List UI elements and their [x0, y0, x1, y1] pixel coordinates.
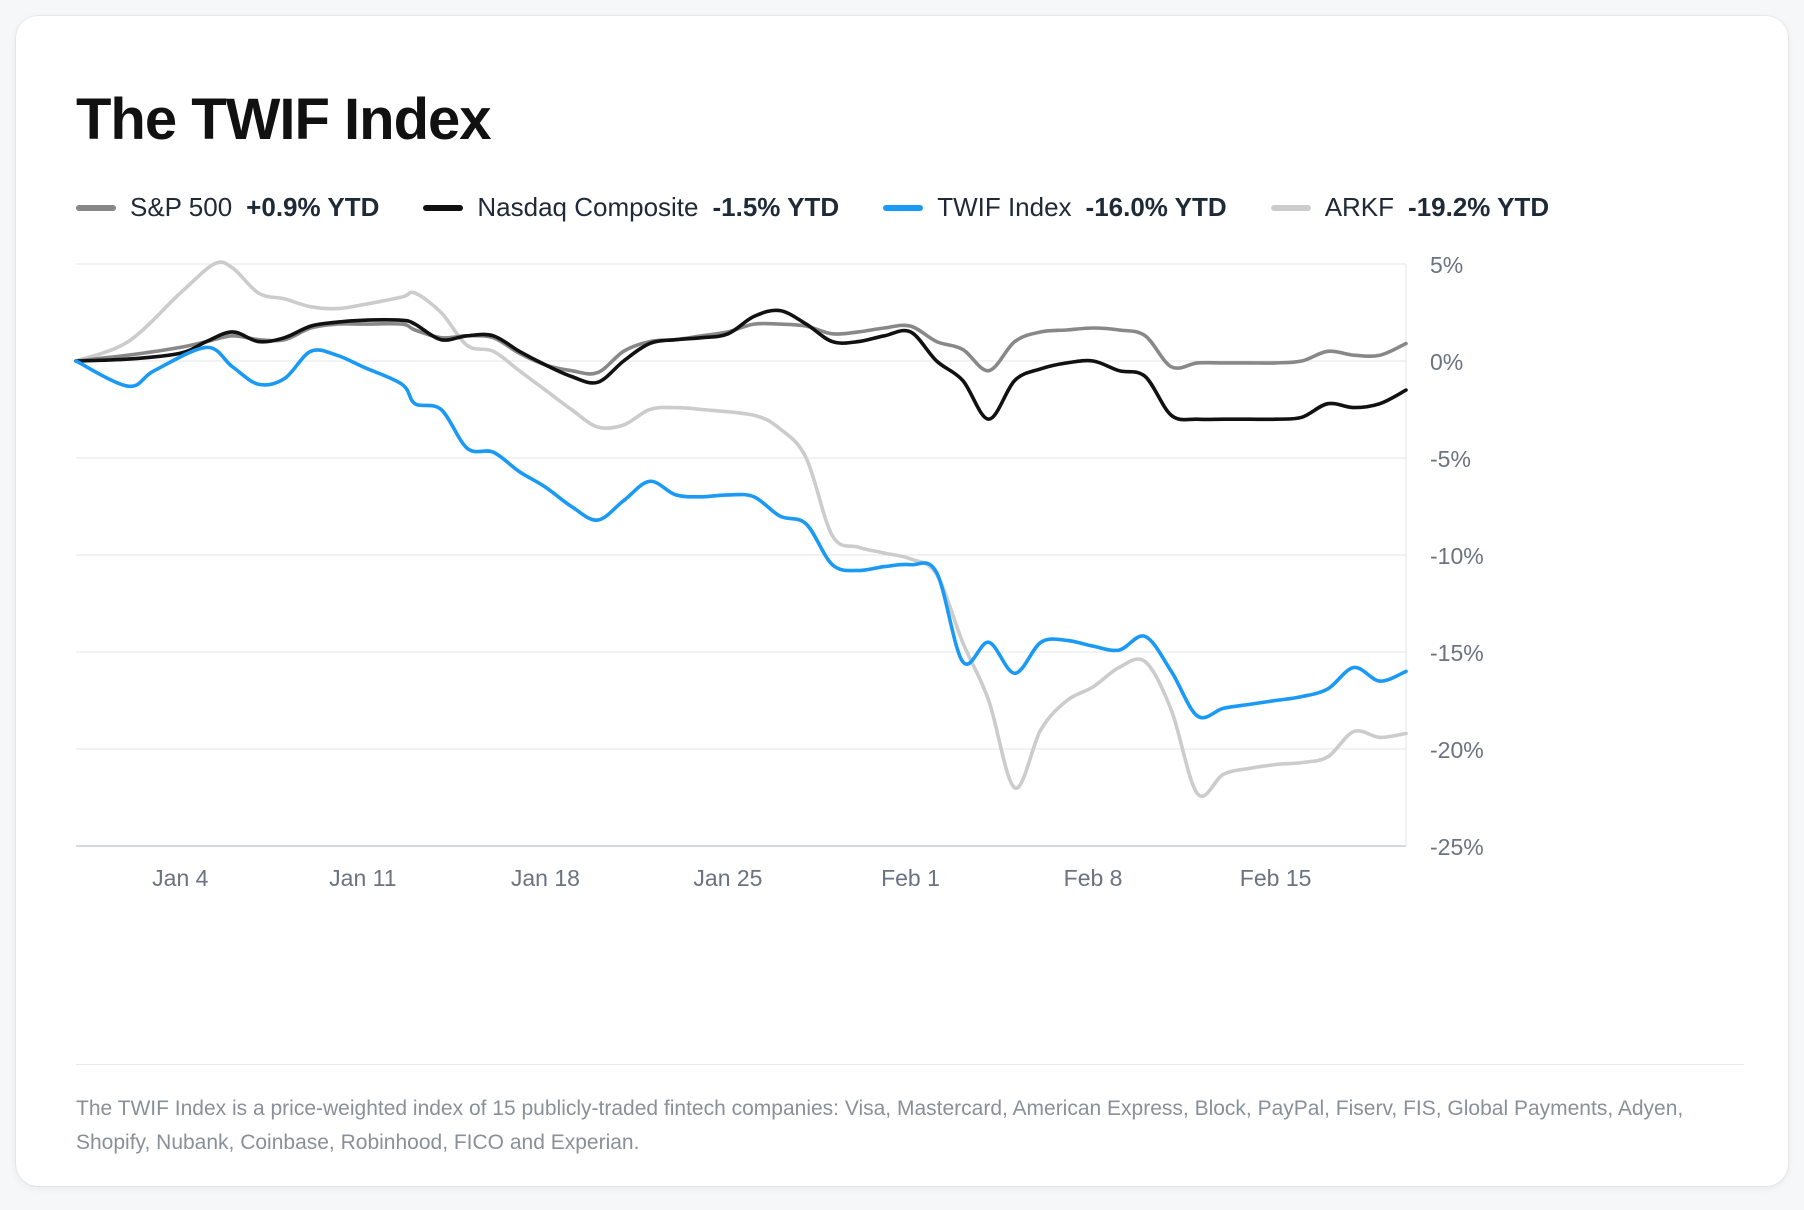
y-tick-label: -15% — [1430, 640, 1484, 666]
legend-label: TWIF Index — [937, 192, 1072, 222]
legend-item-arkf: ARKF -19.2% YTD — [1270, 192, 1550, 223]
legend-item-nasdaq: Nasdaq Composite -1.5% YTD — [423, 192, 839, 223]
series-line-nasdaq-composite — [74, 308, 1408, 422]
legend-ytd-value: -1.5% YTD — [712, 192, 840, 222]
series-line-s-p-500 — [74, 321, 1408, 376]
legend-label: ARKF — [1324, 192, 1395, 222]
legend: S&P 500 +0.9% YTD Nasdaq Composite -1.5%… — [76, 192, 1549, 223]
legend-item-sp500: S&P 500 +0.9% YTD — [76, 192, 379, 223]
x-tick-label: Feb 15 — [1240, 865, 1312, 891]
chart-title: The TWIF Index — [76, 87, 492, 152]
x-tick-label: Jan 11 — [329, 865, 396, 891]
legend-item-twif: TWIF Index -16.0% YTD — [883, 192, 1227, 223]
x-tick-label: Jan 4 — [152, 865, 208, 891]
y-tick-label: -10% — [1430, 543, 1484, 569]
x-tick-label: Feb 8 — [1064, 865, 1123, 891]
x-tick-label: Jan 18 — [511, 865, 580, 891]
y-tick-label: -20% — [1430, 737, 1484, 763]
footnote: The TWIF Index is a price-weighted index… — [76, 1097, 1684, 1154]
line-chart: 5% 0% -5% -10% -15% -20% -25% Jan 4 Jan 11 Jan 18… — [74, 252, 1484, 891]
legend-swatch — [1270, 204, 1311, 211]
y-tick-label: -5% — [1430, 446, 1471, 472]
chart-card: The TWIF Index S&P 500 +0.9% YTD Nasdaq … — [16, 16, 1788, 1186]
series-line-twif-index — [74, 345, 1408, 720]
legend-ytd-value: -19.2% YTD — [1408, 192, 1550, 222]
legend-ytd-value: +0.9% YTD — [246, 192, 380, 222]
legend-ytd-value: -16.0% YTD — [1085, 192, 1227, 222]
x-tick-label: Jan 25 — [693, 865, 762, 891]
legend-swatch — [883, 204, 924, 211]
y-tick-label: 5% — [1430, 252, 1463, 278]
divider — [76, 1064, 1744, 1065]
legend-label: S&P 500 — [130, 192, 233, 222]
legend-label: Nasdaq Composite — [477, 192, 699, 222]
y-tick-label: 0% — [1430, 349, 1463, 375]
legend-swatch — [76, 204, 116, 211]
legend-swatch — [423, 204, 464, 211]
series-line-arkf — [74, 260, 1408, 798]
y-tick-label: -25% — [1430, 834, 1484, 860]
x-tick-label: Feb 1 — [881, 865, 940, 891]
